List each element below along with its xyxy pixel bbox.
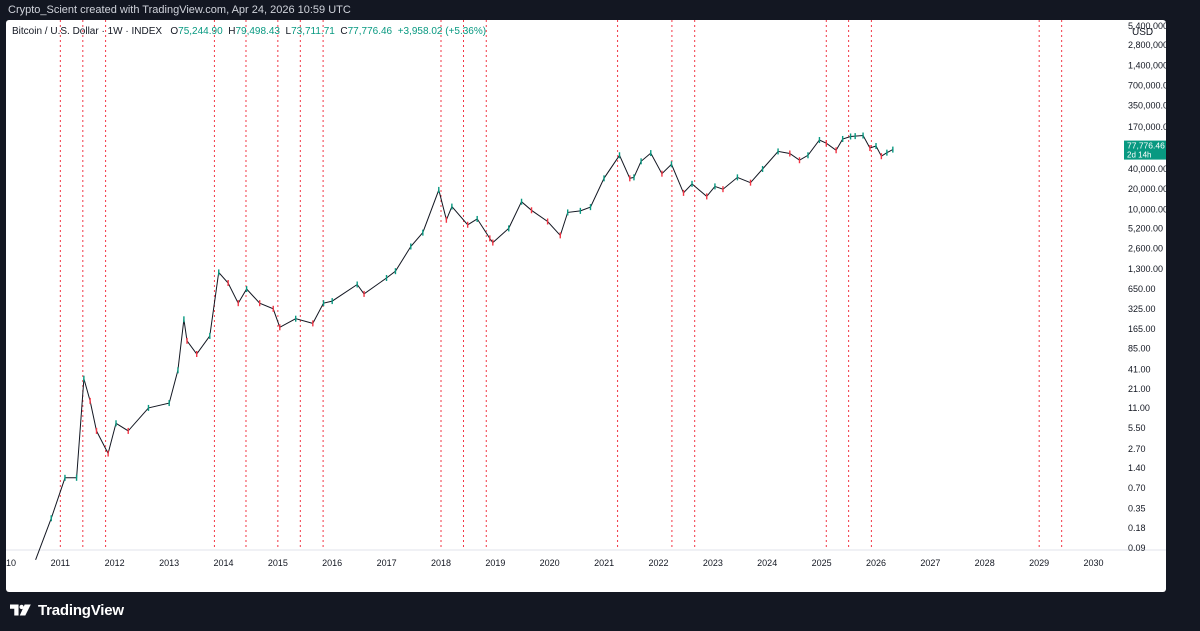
last-price-badge [1124,140,1166,160]
close-label: C [340,26,348,37]
price-tick-label: 2.70 [1128,444,1146,454]
tradingview-logo-icon [10,604,31,616]
last-price-label: 77,776.46 [1127,141,1165,151]
price-tick-label: 0.70 [1128,483,1146,493]
price-tick-label: 325.00 [1128,304,1156,314]
attribution-text: Crypto_Scient created with TradingView.c… [8,4,351,16]
time-tick-label: 2019 [485,558,505,568]
price-tick-label: 40,000.00 [1128,164,1166,174]
price-tick-label: 350,000.00 [1128,101,1166,111]
price-tick-label: 41.00 [1128,365,1151,375]
time-tick-label: 2011 [51,558,70,568]
price-axis-currency: USD [1132,27,1153,38]
price-tick-label: 5,400,000.00 [1128,21,1166,31]
time-tick-label: 2016 [322,558,342,568]
price-tick-label: 20,000.00 [1128,184,1166,194]
time-tick-label: 2027 [920,558,940,568]
price-tick-label: 10,000.00 [1128,204,1166,214]
price-tick-label: 700,000.00 [1128,81,1166,91]
low-label: L [285,26,292,37]
price-tick-label: 165.00 [1128,324,1156,334]
open-label: O [170,26,179,37]
symbol-label: Bitcoin / U.S. Dollar · 1W · INDEX [12,26,163,37]
footer-branding: TradingView [10,600,124,620]
price-tick-label: 650.00 [1128,284,1156,294]
brand-name: TradingView [38,601,124,619]
price-tick-label: 1.40 [1128,463,1146,473]
high-value: 79,498.43 [235,26,280,37]
time-tick-label: 2022 [648,558,668,568]
time-tick-label: 2012 [105,558,125,568]
price-tick-label: 2,800,000.00 [1128,40,1166,50]
high-label: H [228,26,236,37]
time-tick-label: 2026 [866,558,886,568]
price-series-line [35,134,894,560]
close-value: 77,776.46 [347,26,393,37]
time-tick-label: 2018 [431,558,451,568]
open-value: 75,244.90 [178,26,223,37]
time-tick-label: 2024 [757,558,777,568]
price-tick-label: 2,600.00 [1128,244,1163,254]
time-tick-label: 2028 [975,558,995,568]
time-tick-label: 2029 [1029,558,1049,568]
price-tick-label: 85.00 [1128,343,1151,353]
price-tick-label: 1,300.00 [1128,264,1163,274]
time-tick-label: 2023 [703,558,723,568]
bar-countdown-label: 2d 14h [1127,151,1151,160]
low-value: 73,711.71 [291,26,335,37]
price-tick-label: 5.50 [1128,423,1146,433]
price-tick-label: 5,200.00 [1128,223,1163,233]
time-tick-label: 2015 [268,558,288,568]
price-tick-label: 0.09 [1128,543,1146,553]
time-tick-label: 2025 [812,558,832,568]
time-tick-label: 2014 [213,558,233,568]
attribution-bar: Crypto_Scient created with TradingView.c… [0,0,1200,20]
price-tick-label: 11.00 [1128,403,1150,413]
time-tick-label: 2030 [1084,558,1104,568]
time-tick-label: 2020 [540,558,560,568]
price-tick-label: 0.18 [1128,523,1146,533]
price-tick-label: 170,000.00 [1128,122,1166,132]
symbol-legend: Bitcoin / U.S. Dollar · 1W · INDEX O75,2… [12,26,486,37]
change-value: +3,958.02 (+5.36%) [397,26,487,37]
price-tick-label: 0.35 [1128,503,1146,513]
time-tick-label: 2021 [594,558,614,568]
time-tick-label: 2010 [6,558,16,568]
time-tick-label: 2017 [377,558,397,568]
price-tick-label: 21.00 [1128,384,1151,394]
price-tick-label: 1,400,000.00 [1128,60,1166,70]
time-tick-label: 2013 [159,558,179,568]
